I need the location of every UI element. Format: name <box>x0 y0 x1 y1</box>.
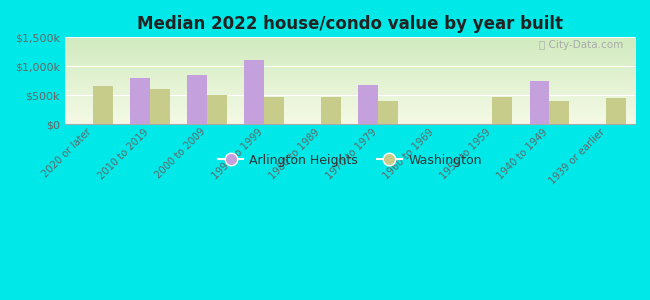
Bar <box>378 101 398 124</box>
Bar <box>94 86 113 124</box>
Bar <box>493 98 512 124</box>
Bar <box>207 94 227 124</box>
Bar <box>265 98 284 124</box>
Title: Median 2022 house/condo value by year built: Median 2022 house/condo value by year bu… <box>137 15 563 33</box>
Bar <box>549 101 569 124</box>
Bar <box>187 75 207 124</box>
Bar <box>530 81 549 124</box>
Bar <box>606 98 627 124</box>
Bar <box>131 78 150 124</box>
Bar <box>359 85 378 124</box>
Legend: Arlington Heights, Washington: Arlington Heights, Washington <box>213 148 487 172</box>
Bar <box>150 89 170 124</box>
Bar <box>244 61 265 124</box>
Text: ⓘ City-Data.com: ⓘ City-Data.com <box>540 40 623 50</box>
Bar <box>321 98 341 124</box>
